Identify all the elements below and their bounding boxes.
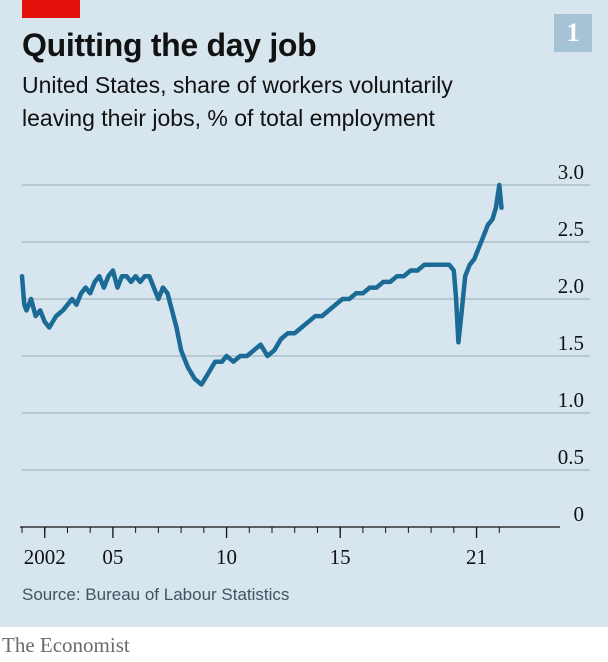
x-tick-label: 15 — [330, 545, 351, 569]
chart-subtitle-line-1: United States, share of workers voluntar… — [22, 72, 453, 98]
chart-title: Quitting the day job — [22, 27, 317, 63]
x-axis — [20, 526, 560, 538]
y-tick-label: 0 — [574, 502, 585, 526]
x-tick-label: 21 — [466, 545, 487, 569]
series-layer — [19, 182, 504, 387]
brand-red-tag — [22, 0, 80, 18]
line-chart: 0 0.5 1.0 1.5 2.0 2.5 3.0 2002 05 10 15 21 — [19, 160, 590, 569]
y-tick-label: 2.5 — [558, 217, 584, 241]
y-tick-label: 3.0 — [558, 160, 584, 184]
y-tick-label: 1.5 — [558, 331, 584, 355]
x-tick-label: 10 — [216, 545, 237, 569]
chart-subtitle-line-2: leaving their jobs, % of total employmen… — [22, 105, 435, 131]
publisher-wordmark: The Economist — [2, 633, 130, 657]
chart-panel: 1 Quitting the day job United States, sh… — [0, 0, 608, 627]
x-tick-label: 05 — [102, 545, 123, 569]
quits-rate-series-line — [19, 182, 504, 387]
x-tick-label: 2002 — [24, 545, 66, 569]
gridlines — [22, 184, 590, 471]
tick-labels: 0 0.5 1.0 1.5 2.0 2.5 3.0 2002 05 10 15 21 — [24, 160, 584, 569]
chart-number-badge: 1 — [554, 14, 592, 52]
y-tick-label: 2.0 — [558, 274, 584, 298]
y-tick-label: 0.5 — [558, 445, 584, 469]
y-tick-label: 1.0 — [558, 388, 584, 412]
source-note: Source: Bureau of Labour Statistics — [22, 585, 290, 604]
